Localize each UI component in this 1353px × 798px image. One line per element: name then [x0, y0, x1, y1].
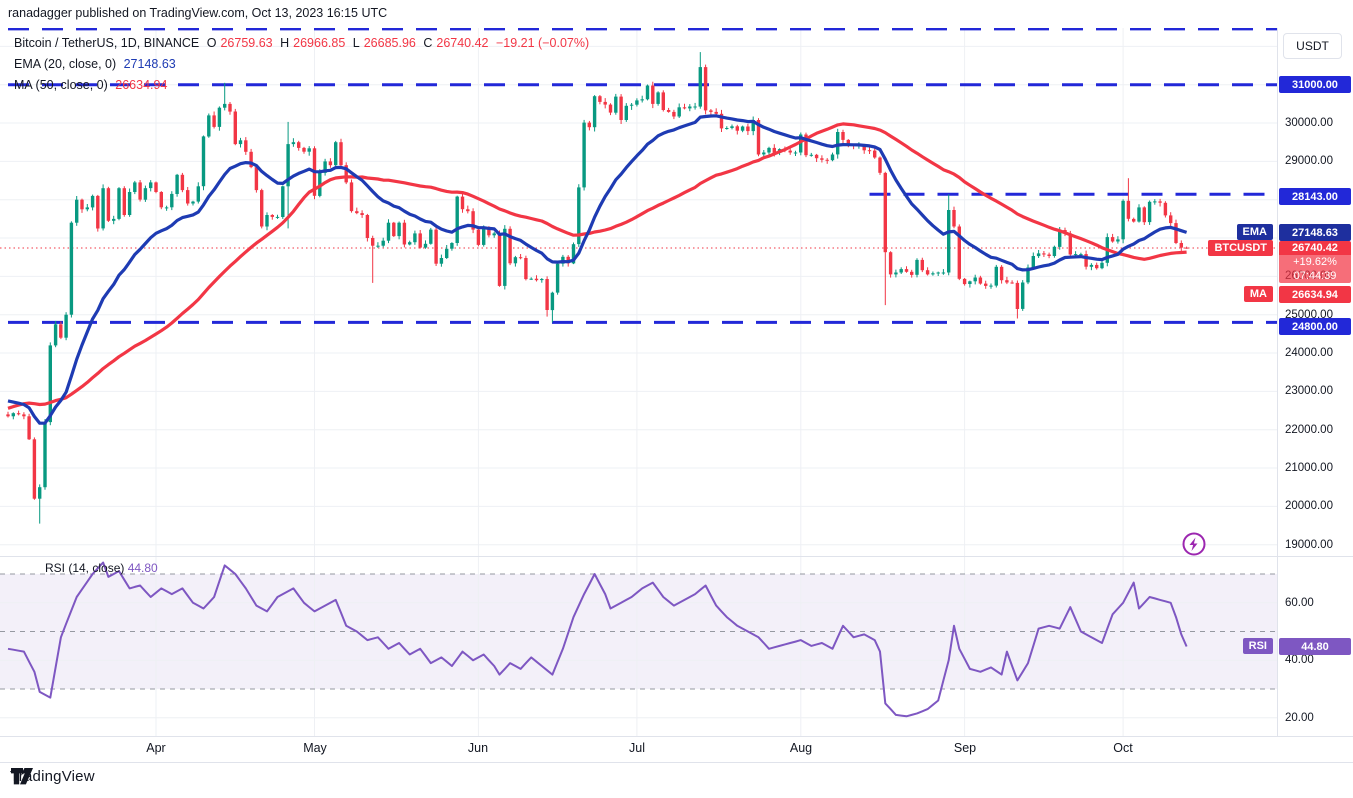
symbol-title: Bitcoin / TetherUS, 1D, BINANCE [14, 36, 200, 50]
time-axis-label-apr: Apr [146, 741, 166, 755]
rsi-tag: RSI [1242, 638, 1273, 654]
rsi-pane[interactable] [0, 557, 1277, 736]
price-axis-label: 29000.00 [1285, 155, 1333, 167]
price-axis-label: 30000.00 [1285, 117, 1333, 129]
tradingview-logo-icon [11, 768, 33, 785]
time-axis-bottom-border [0, 762, 1353, 763]
rsi-value-badge: 44.80 [1279, 638, 1351, 655]
change-value: −19.21 (−0.07%) [496, 36, 590, 50]
time-axis-label-may: May [303, 741, 327, 755]
price-axis-label: 24000.00 [1285, 347, 1333, 359]
price-axis[interactable]: 30000.0029000.0028000.0027000.0026000.00… [1277, 28, 1353, 736]
high-label: H [280, 36, 290, 50]
main-price-pane[interactable] [0, 28, 1277, 556]
ma-price-badge: 26634.94 [1279, 286, 1351, 303]
ema20-line [7, 114, 1188, 425]
close-label: C [423, 36, 433, 50]
boost-lightning-icon[interactable] [1182, 532, 1206, 556]
chart-legend: Bitcoin / TetherUS, 1D, BINANCE O 26759.6… [14, 33, 593, 96]
rsi-axis-label: 20.00 [1285, 712, 1314, 724]
ma-legend-row[interactable]: MA (50, close, 0) 26634.94 [14, 75, 593, 96]
level-badge-28143: 28143.00 [1279, 188, 1351, 205]
time-axis-label-oct: Oct [1113, 741, 1133, 755]
rsi-axis-label: 60.00 [1285, 597, 1314, 609]
low-value: 26685.96 [363, 36, 416, 50]
time-axis[interactable]: Apr May Jun Jul Aug Sep Oct [0, 737, 1277, 762]
published-byline: ranadagger published on TradingView.com,… [8, 6, 388, 20]
low-label: L [352, 36, 360, 50]
time-axis-label-aug: Aug [789, 741, 813, 755]
price-axis-label: 23000.00 [1285, 385, 1333, 397]
ema-tag: EMA [1236, 224, 1273, 240]
price-axis-label: 22000.00 [1285, 424, 1333, 436]
ema-legend-row[interactable]: EMA (20, close, 0) 27148.63 [14, 54, 593, 75]
price-axis-label: 19000.00 [1285, 539, 1333, 551]
rsi-legend-row[interactable]: RSI (14, close) 44.80 [45, 561, 158, 575]
level-badge-24800: 24800.00 [1279, 318, 1351, 335]
pane-separator[interactable] [0, 556, 1353, 557]
rsi-value: 44.80 [127, 561, 158, 575]
rsi-line [7, 561, 1188, 718]
currency-toggle-button[interactable]: USDT [1283, 33, 1342, 59]
symbol-tag: BTCUSDT [1208, 240, 1273, 256]
ema-price-badge: 27148.63 [1279, 224, 1351, 241]
open-value: 26759.63 [220, 36, 273, 50]
main-gridlines [0, 28, 1277, 556]
last-price-value: 26740.42 [1279, 241, 1351, 255]
price-axis-label: 21000.00 [1285, 462, 1333, 474]
ma-label: MA (50, close, 0) [14, 78, 108, 92]
ema-label: EMA (20, close, 0) [14, 57, 117, 71]
ma-tag: MA [1243, 286, 1273, 302]
time-axis-label-jul: Jul [629, 741, 645, 755]
close-value: 26740.42 [436, 36, 489, 50]
high-value: 26966.85 [293, 36, 346, 50]
bar-countdown: 07:44:39 [1279, 269, 1351, 283]
session-change-pct: +19.62% [1279, 255, 1351, 269]
price-axis-label: 20000.00 [1285, 500, 1333, 512]
rsi-label: RSI (14, close) [45, 561, 125, 575]
last-price-badge: 26740.42 +19.62% 07:44:39 [1279, 241, 1351, 283]
rsi-axis-label: 40.00 [1285, 654, 1314, 666]
time-axis-label-sep: Sep [953, 741, 977, 755]
level-badge-31000: 31000.00 [1279, 76, 1351, 93]
ema-value: 27148.63 [123, 57, 176, 71]
time-axis-top-border [0, 736, 1353, 737]
open-label: O [206, 36, 217, 50]
ma50-line [7, 122, 1187, 410]
ma-value: 26634.94 [115, 78, 168, 92]
symbol-legend-row[interactable]: Bitcoin / TetherUS, 1D, BINANCE O 26759.6… [14, 33, 593, 54]
tradingview-attribution[interactable]: TradingView [10, 768, 95, 785]
time-axis-label-jun: Jun [467, 741, 489, 755]
